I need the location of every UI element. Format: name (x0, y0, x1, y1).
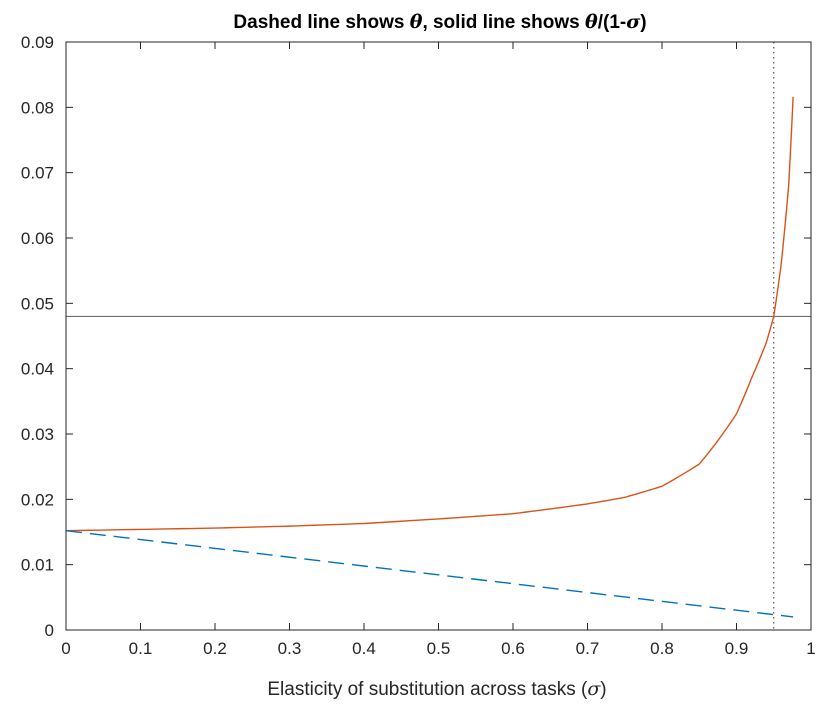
x-tick-label: 0 (61, 639, 70, 658)
x-tick-label: 0.8 (650, 639, 674, 658)
y-tick-label: 0.09 (21, 33, 54, 52)
title-text: , solid line shows (422, 12, 585, 33)
x-tick-label: 0.6 (501, 639, 525, 658)
title-symbol: θ (585, 11, 598, 33)
x-tick-label: 0.2 (203, 639, 227, 658)
x-axis-label-prefix: Elasticity of substitution across tasks … (267, 679, 588, 700)
y-tick-label: 0.04 (21, 360, 54, 379)
plot-area: 0 0.1 0.2 0.3 0.4 0.5 0.6 0.7 0.8 0.9 1 0 0.01 0.02 0.… (21, 33, 816, 658)
chart-title: Dashed line shows θ, solid line shows θ/… (233, 11, 646, 33)
x-axis-label-suffix: ) (600, 679, 606, 700)
y-tick-label: 0.07 (21, 164, 54, 183)
y-tick-label: 0.02 (21, 490, 54, 509)
x-axis-label: Elasticity of substitution across tasks … (267, 678, 606, 700)
title-symbol: σ (626, 11, 641, 33)
x-tick-label: 0.4 (352, 639, 376, 658)
y-tick-label: 0.06 (21, 229, 54, 248)
x-tick-label: 0.1 (129, 639, 153, 658)
x-tick-label: 0.9 (725, 639, 749, 658)
solid-series-line (65, 96, 794, 532)
title-text: ) (640, 12, 646, 33)
x-tick-label: 1 (806, 639, 815, 658)
y-tick-label: 0.01 (21, 556, 54, 575)
title-text: Dashed line shows (233, 12, 409, 33)
dashed-series-line (65, 529, 794, 618)
title-symbol: θ (410, 11, 423, 33)
x-tick-label: 0.7 (576, 639, 600, 658)
y-tick-label: 0 (45, 621, 54, 640)
title-text: /(1- (598, 12, 627, 33)
x-axis-label-symbol: σ (587, 678, 601, 700)
y-tick-label: 0.03 (21, 425, 54, 444)
x-tick-label: 0.3 (278, 639, 302, 658)
y-tick-label: 0.08 (21, 98, 54, 117)
x-tick-label: 0.5 (427, 639, 451, 658)
y-tick-label: 0.05 (21, 294, 54, 313)
